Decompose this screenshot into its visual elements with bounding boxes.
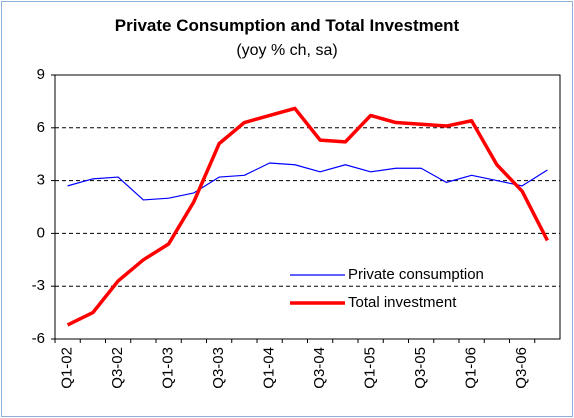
x-tick-label: Q1-03 bbox=[160, 347, 177, 389]
chart-title: Private Consumption and Total Investment… bbox=[112, 14, 462, 63]
x-tick-label: Q1-04 bbox=[261, 347, 278, 389]
y-tick-label: 6 bbox=[37, 119, 45, 136]
y-tick-label: 0 bbox=[37, 224, 45, 241]
series-line bbox=[67, 162, 548, 201]
y-tick-label: 3 bbox=[37, 172, 45, 189]
x-tick-label: Q1-06 bbox=[463, 347, 480, 389]
title-text: Private Consumption and Total Investment bbox=[114, 16, 460, 35]
y-tick-label: 9 bbox=[37, 66, 45, 83]
x-tick-label: Q3-03 bbox=[210, 347, 227, 389]
x-tick-label: Q3-05 bbox=[412, 347, 429, 389]
x-tick-label: Q3-06 bbox=[513, 347, 530, 389]
legend-label: Private consumption bbox=[348, 266, 484, 283]
x-tick-label: Q1-05 bbox=[362, 347, 379, 389]
x-tick-label: Q1-02 bbox=[59, 347, 76, 389]
x-tick-label: Q3-02 bbox=[109, 347, 126, 389]
subtitle-text: (yoy % ch, sa) bbox=[236, 42, 338, 59]
series-line bbox=[66, 106, 549, 327]
y-tick-label: -6 bbox=[32, 330, 45, 347]
x-tick-label: Q3-04 bbox=[311, 347, 328, 389]
legend-label: Total investment bbox=[348, 294, 457, 311]
plot-border bbox=[54, 74, 561, 340]
y-tick-label: -3 bbox=[32, 277, 45, 294]
